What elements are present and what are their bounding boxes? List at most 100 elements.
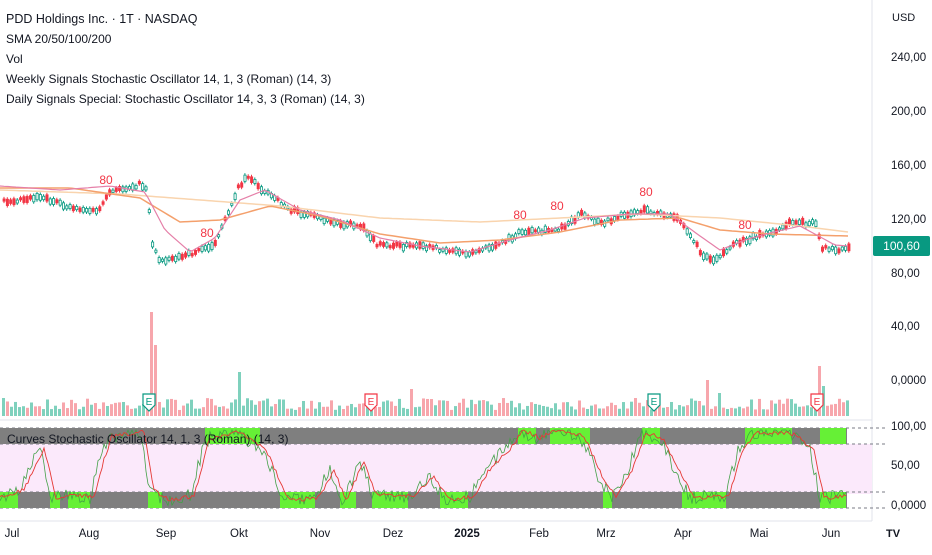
volume-bar: [366, 405, 369, 416]
volume-bar: [398, 398, 401, 416]
candle-body: [616, 215, 620, 220]
volume-bar: [506, 402, 509, 416]
candle-body: [32, 195, 36, 203]
candle-body: [12, 198, 16, 206]
oversold-signal-band: [50, 492, 60, 508]
candle-body: [457, 248, 461, 256]
candle-body: [256, 183, 260, 190]
volume-bar: [302, 400, 305, 416]
oversold-signal-band: [340, 492, 356, 508]
sma-100-line: [0, 187, 849, 244]
candle-body: [748, 236, 752, 245]
candle-body: [778, 227, 782, 231]
candle-body: [85, 208, 89, 213]
volume-bar: [2, 398, 5, 416]
volume-bar: [578, 400, 581, 416]
volume-bar: [286, 408, 289, 416]
volume-bar: [666, 407, 669, 416]
indicator-sma[interactable]: SMA 20/50/100/200: [6, 32, 112, 46]
candle-body: [395, 241, 399, 247]
candle-body: [745, 237, 749, 245]
candle-body: [157, 257, 161, 263]
candle-body: [111, 189, 115, 193]
candle-body: [692, 240, 696, 243]
volume-bar: [58, 408, 61, 416]
volume-bar: [270, 406, 273, 416]
time-axis-label: Mrz: [596, 528, 616, 540]
price-axis-label: 40,00: [891, 321, 920, 333]
price-axis-label: 120,00: [891, 214, 927, 226]
oversold-signal-band: [0, 492, 18, 508]
candle-body: [213, 239, 217, 246]
candle-body: [190, 253, 194, 257]
volume-bar: [710, 408, 713, 416]
candle-body: [75, 206, 79, 211]
volume-bar: [502, 398, 505, 416]
candle-body: [147, 209, 151, 213]
overbought-signal-band: [205, 428, 260, 444]
volume-bar: [730, 407, 733, 416]
volume-bar: [522, 409, 525, 416]
oscillator-legend[interactable]: Curves Stochastic Oscillator 14, 1, 3 (R…: [7, 432, 289, 446]
candle-body: [58, 199, 62, 206]
volume-bar: [634, 398, 637, 416]
candle-body: [824, 245, 828, 249]
candle-body: [22, 196, 26, 203]
volume-bar: [338, 405, 341, 416]
candle-body: [685, 228, 689, 235]
price-axis-label: 80,00: [891, 268, 920, 280]
indicator-weekly-signals[interactable]: Weekly Signals Stochastic Oscillator 14,…: [6, 72, 332, 86]
volume-bar: [162, 407, 165, 416]
volume-signal-marker: E: [142, 393, 156, 412]
volume-bar: [466, 407, 469, 416]
candle-body: [649, 210, 653, 214]
time-axis-label: Nov: [309, 528, 331, 540]
time-axis-label: Jun: [821, 528, 841, 540]
volume-bar: [614, 405, 617, 416]
volume-bar: [810, 407, 813, 416]
volume-bar: [602, 408, 605, 416]
candle-body: [834, 246, 838, 255]
indicator-daily-signals[interactable]: Daily Signals Special: Stochastic Oscill…: [6, 92, 365, 106]
candle-body: [151, 241, 155, 248]
volume-bar: [210, 398, 213, 416]
candle-body: [781, 224, 785, 230]
volume-bar: [482, 400, 485, 416]
tradingview-logo[interactable]: TV: [886, 528, 901, 540]
volume-bar: [454, 406, 457, 416]
currency-label[interactable]: USD: [892, 12, 916, 24]
candle-body: [78, 207, 82, 212]
candle-body: [15, 199, 19, 204]
volume-bar: [6, 401, 9, 416]
time-axis-label: 2025: [454, 528, 480, 540]
volume-bar: [554, 403, 557, 416]
volume-bar: [450, 409, 453, 416]
candle-body: [840, 246, 844, 251]
volume-bar: [82, 406, 85, 416]
indicator-volume[interactable]: Vol: [6, 52, 23, 66]
volume-bar: [30, 402, 33, 416]
candle-body: [104, 194, 108, 200]
volume-bar: [586, 408, 589, 416]
candle-body: [467, 251, 471, 257]
volume-bar: [574, 409, 577, 416]
candle-body: [712, 256, 716, 265]
volume-bar: [214, 405, 217, 416]
volume-bar: [94, 403, 97, 416]
volume-bar: [222, 406, 225, 416]
symbol-title[interactable]: PDD Holdings Inc. · 1T · NASDAQ: [6, 12, 198, 26]
volume-bar: [662, 407, 665, 416]
price-axis-label: 240,00: [891, 52, 927, 64]
candle-body: [88, 207, 92, 214]
candle-body: [233, 193, 237, 200]
volume-bar: [42, 409, 45, 416]
volume-bar: [98, 408, 101, 416]
candle-body: [837, 248, 841, 254]
volume-bar: [198, 408, 201, 416]
volume-bar: [274, 403, 277, 416]
candle-body: [424, 245, 428, 252]
volume-bar: [74, 403, 77, 416]
candle-body: [474, 250, 478, 254]
